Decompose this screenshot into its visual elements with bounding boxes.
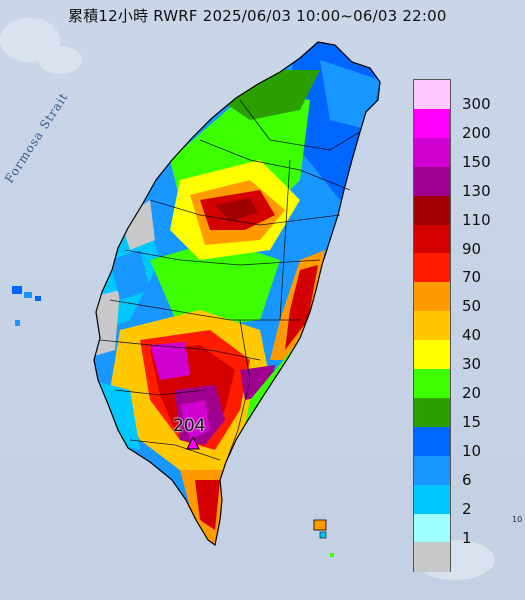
- legend-swatch: [414, 166, 450, 197]
- legend-label: 90: [462, 239, 482, 258]
- legend-color-scale: [413, 79, 451, 572]
- legend-swatch: [414, 311, 450, 341]
- county-borders: [99, 99, 361, 463]
- legend-label: 10: [462, 441, 482, 460]
- cloud-patches: [0, 18, 495, 580]
- legend-label: 1: [462, 528, 472, 547]
- legend-label: 110: [462, 210, 491, 229]
- legend-swatch: [414, 484, 450, 514]
- legend-label: 70: [462, 268, 482, 287]
- legend-label: 2: [462, 499, 472, 518]
- legend-swatch: [414, 340, 450, 370]
- legend-label: 50: [462, 297, 482, 316]
- corner-text: 10: [512, 515, 523, 524]
- legend-swatch: [414, 137, 450, 168]
- legend-label: 30: [462, 355, 482, 374]
- legend-label: 130: [462, 181, 491, 200]
- legend-label: 40: [462, 326, 482, 345]
- legend-swatch: [414, 369, 450, 399]
- legend-swatch: [414, 397, 450, 428]
- legend-label: 6: [462, 470, 472, 489]
- legend-label: 15: [462, 412, 482, 431]
- offshore-islands: [12, 286, 334, 557]
- legend-label: 300: [462, 95, 491, 113]
- legend-swatch: [414, 542, 450, 572]
- taiwan-coastline: [93, 41, 381, 547]
- max-marker-value: 204: [173, 416, 206, 436]
- legend-swatch: [414, 513, 450, 543]
- max-marker-triangle: [186, 435, 200, 450]
- legend-swatch: [414, 455, 450, 486]
- legend-swatch: [414, 108, 450, 139]
- legend-swatch: [414, 80, 450, 110]
- legend-label: 20: [462, 384, 482, 402]
- legend-swatch: [414, 253, 450, 283]
- map-title: 累積12小時 RWRF 2025/06/03 10:00~06/03 22:00: [68, 7, 447, 25]
- legend-label: 150: [462, 152, 491, 171]
- legend-label: 200: [462, 123, 491, 142]
- legend-swatch: [414, 224, 450, 254]
- legend-swatch: [414, 426, 450, 457]
- legend-swatch: [414, 195, 450, 225]
- legend-swatch: [414, 282, 450, 312]
